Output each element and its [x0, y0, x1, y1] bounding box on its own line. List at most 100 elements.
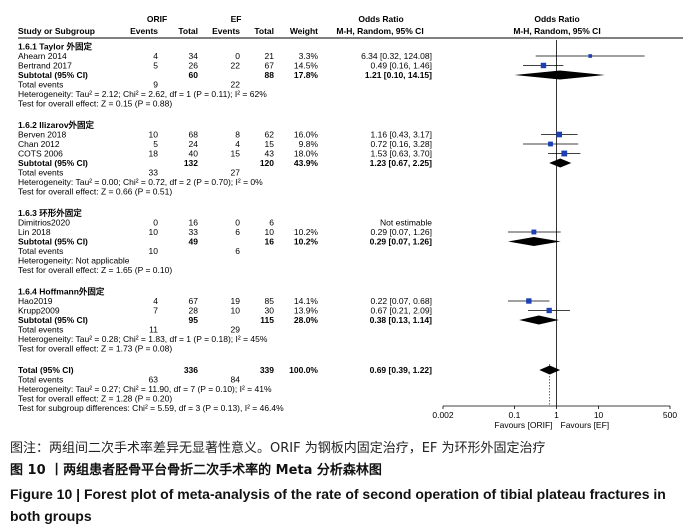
cell-events-orif: 4 — [153, 51, 158, 61]
caption-note: 图注：两组间二次手术率差异无显著性意义。ORIF 为钢板内固定治疗，EF 为环形… — [10, 441, 546, 456]
cell-or-ci: 0.49 [0.16, 1.46] — [371, 61, 432, 71]
favours-orif: Favours [ORIF] — [494, 420, 552, 430]
plot-marks — [507, 40, 645, 406]
study-point — [588, 54, 593, 58]
summary-diamond — [514, 70, 605, 80]
cell-or-ci: 0.38 [0.13, 1.14] — [370, 315, 433, 325]
study-point — [561, 150, 568, 157]
cell-events-orif: 18 — [149, 149, 159, 159]
cell-weight: 10.2% — [294, 227, 319, 237]
cell-or-ci: 0.72 [0.16, 3.28] — [371, 139, 432, 149]
cell-total-ef: 85 — [265, 296, 275, 306]
subtotal-label: Subtotal (95% CI) — [18, 315, 88, 325]
cell-weight: 14.1% — [294, 296, 319, 306]
caption-title-en-1: Figure 10 | Forest plot of meta-analysis… — [10, 486, 666, 502]
study-label: Krupp2009 — [18, 306, 60, 316]
header-or-plot: Odds Ratio — [534, 14, 579, 24]
events-label: Total events — [18, 246, 63, 256]
study-label: Dimitrios2020 — [18, 218, 70, 228]
study-point — [531, 229, 537, 235]
cell-or-ci: 1.53 [0.63, 3.70] — [371, 149, 432, 159]
study-label: Chan 2012 — [18, 139, 60, 149]
cell-weight: 100.0% — [289, 365, 318, 375]
cell-total-orif: 336 — [184, 365, 198, 375]
cell-total-ef: 67 — [265, 61, 275, 71]
cell-events-orif: 63 — [149, 375, 159, 385]
cell-events-orif: 10 — [149, 246, 159, 256]
cell-events-ef: 8 — [235, 130, 240, 140]
cell-or-ci: 1.23 [0.67, 2.25] — [370, 158, 433, 168]
cell-events-ef: 10 — [231, 306, 241, 316]
events-label: Total events — [18, 325, 63, 335]
cell-or-ci: Not estimable — [380, 218, 432, 228]
tick-label: 0.1 — [509, 410, 521, 420]
cell-weight: 18.0% — [294, 149, 319, 159]
text-label: Heterogeneity: Tau² = 2.12; Chi² = 2.62,… — [18, 89, 267, 99]
cell-total-orif: 34 — [189, 51, 199, 61]
text-label: Heterogeneity: Tau² = 0.28; Chi² = 1.83,… — [18, 334, 268, 344]
header-total-orif: Total — [178, 26, 198, 36]
cell-events-ef: 4 — [235, 139, 240, 149]
cell-total-ef: 10 — [265, 227, 275, 237]
cell-total-orif: 67 — [189, 296, 199, 306]
header-events-orif: Events — [130, 26, 158, 36]
summary-diamond — [519, 315, 559, 325]
cell-events-orif: 10 — [149, 227, 159, 237]
cell-events-orif: 4 — [153, 296, 158, 306]
study-label: COTS 2006 — [18, 149, 63, 159]
study-point — [548, 141, 553, 147]
header-study: Study or Subgroup — [18, 26, 95, 36]
events-label: Total events — [18, 375, 63, 385]
cell-total-orif: 16 — [189, 218, 199, 228]
text-label: Test for overall effect: Z = 0.66 (P = 0… — [18, 187, 172, 197]
summary-diamond — [539, 365, 561, 375]
subgroup-label: 1.6.2 Ilizarov外固定 — [18, 120, 95, 130]
cell-total-orif: 49 — [189, 237, 199, 247]
cell-events-orif: 10 — [149, 130, 159, 140]
cell-events-orif: 9 — [153, 80, 158, 90]
text-label: Test for subgroup differences: Chi² = 5.… — [18, 403, 284, 413]
cell-events-ef: 29 — [231, 325, 241, 335]
header-ef: EF — [231, 14, 242, 24]
cell-or-ci: 0.69 [0.39, 1.22] — [370, 365, 433, 375]
subtotal-label: Subtotal (95% CI) — [18, 158, 88, 168]
cell-or-ci: 0.22 [0.07, 0.68] — [371, 296, 432, 306]
cell-total-orif: 132 — [184, 158, 198, 168]
forest-plot: ORIF EF Odds Ratio Odds Ratio Study or S… — [18, 14, 683, 430]
cell-total-orif: 40 — [189, 149, 199, 159]
study-point — [526, 298, 532, 304]
text-label: Heterogeneity: Tau² = 0.00; Chi² = 0.72,… — [18, 177, 263, 187]
subtotal-label: Subtotal (95% CI) — [18, 70, 88, 80]
cell-or-ci: 1.16 [0.43, 3.17] — [371, 130, 432, 140]
cell-events-ef: 15 — [231, 149, 241, 159]
cell-total-ef: 6 — [269, 218, 274, 228]
cell-total-ef: 120 — [260, 158, 274, 168]
study-point — [540, 62, 547, 69]
cell-total-orif: 33 — [189, 227, 199, 237]
cell-total-orif: 26 — [189, 61, 199, 71]
cell-events-orif: 11 — [149, 325, 158, 335]
cell-events-ef: 6 — [235, 246, 240, 256]
cell-events-ef: 0 — [235, 218, 240, 228]
header-or-table: Odds Ratio — [358, 14, 403, 24]
column-headers: ORIF EF Odds Ratio Odds Ratio Study or S… — [18, 14, 683, 39]
cell-total-orif: 28 — [189, 306, 199, 316]
cell-total-ef: 15 — [265, 139, 275, 149]
summary-diamond — [549, 158, 572, 168]
study-point — [556, 131, 563, 138]
cell-weight: 17.8% — [294, 70, 319, 80]
text-label: Test for overall effect: Z = 1.65 (P = 0… — [18, 265, 172, 275]
header-events-ef: Events — [212, 26, 240, 36]
study-label: Lin 2018 — [18, 227, 51, 237]
cell-total-orif: 24 — [189, 139, 199, 149]
cell-events-ef: 84 — [231, 375, 241, 385]
cell-events-ef: 22 — [231, 80, 241, 90]
study-label: Hao2019 — [18, 296, 53, 306]
cell-or-ci: 6.34 [0.32, 124.08] — [361, 51, 432, 61]
cell-or-ci: 0.29 [0.07, 1.26] — [370, 237, 433, 247]
cell-weight: 10.2% — [294, 237, 319, 247]
cell-events-orif: 33 — [149, 168, 159, 178]
cell-total-ef: 62 — [265, 130, 275, 140]
cell-total-ef: 30 — [265, 306, 275, 316]
